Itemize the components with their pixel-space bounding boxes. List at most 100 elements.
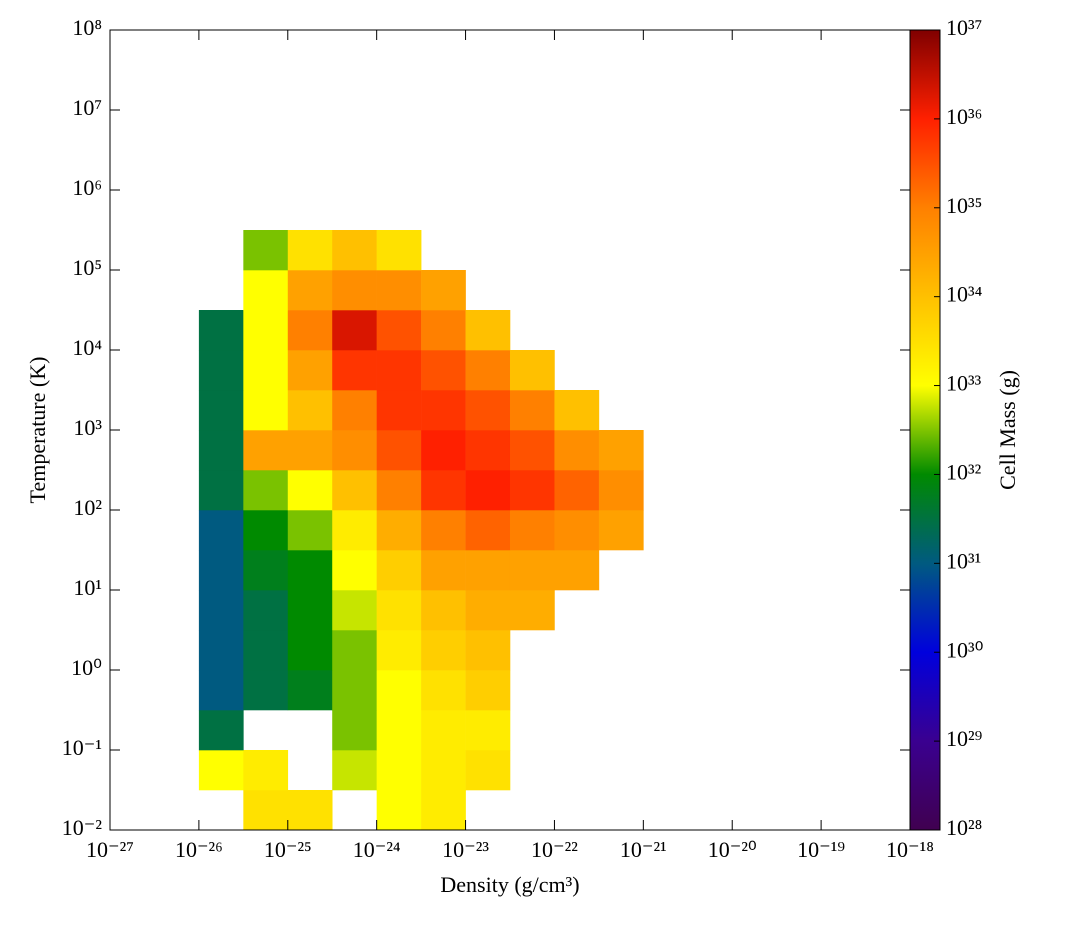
cell bbox=[198, 710, 244, 751]
cell bbox=[332, 230, 377, 271]
cell bbox=[509, 590, 555, 631]
x-tick-label: 10⁻²⁷ bbox=[86, 837, 134, 862]
cell bbox=[421, 390, 466, 431]
cell bbox=[243, 390, 289, 431]
cell bbox=[421, 790, 466, 831]
cell bbox=[332, 630, 377, 671]
cell bbox=[598, 470, 644, 511]
colorbar bbox=[910, 30, 940, 830]
y-tick-label: 10⁸ bbox=[72, 15, 102, 40]
cell bbox=[243, 470, 289, 511]
cell bbox=[198, 590, 244, 631]
x-tick-label: 10⁻²⁴ bbox=[353, 837, 401, 862]
cell bbox=[287, 470, 333, 511]
cell bbox=[198, 470, 244, 511]
colorbar-tick-label: 10³⁰ bbox=[946, 637, 984, 662]
cell bbox=[376, 670, 422, 711]
x-tick-label: 10⁻²⁰ bbox=[708, 837, 757, 862]
cell bbox=[198, 670, 244, 711]
cell bbox=[332, 510, 377, 551]
cell bbox=[421, 630, 466, 671]
cell bbox=[198, 750, 244, 791]
cell bbox=[198, 430, 244, 471]
cell bbox=[376, 510, 422, 551]
cell bbox=[554, 390, 600, 431]
cell bbox=[243, 510, 289, 551]
cell bbox=[287, 390, 333, 431]
cell bbox=[421, 310, 466, 351]
cell bbox=[465, 590, 511, 631]
cell bbox=[421, 510, 466, 551]
cell bbox=[198, 510, 244, 551]
colorbar-tick-label: 10³⁴ bbox=[946, 282, 983, 307]
cell bbox=[598, 510, 644, 551]
cell bbox=[376, 550, 422, 591]
cell bbox=[421, 550, 466, 591]
y-tick-label: 10⁴ bbox=[72, 335, 102, 360]
cell bbox=[287, 590, 333, 631]
cell bbox=[287, 510, 333, 551]
x-tick-label: 10⁻²³ bbox=[442, 837, 489, 862]
cell bbox=[421, 710, 466, 751]
colorbar-tick-label: 10³⁶ bbox=[946, 104, 982, 129]
y-tick-label: 10¹ bbox=[73, 575, 102, 600]
cell bbox=[287, 350, 333, 391]
colorbar-tick-label: 10²⁹ bbox=[946, 726, 983, 751]
colorbar-label: Cell Mass (g) bbox=[995, 370, 1020, 490]
cell bbox=[554, 550, 600, 591]
cell bbox=[421, 590, 466, 631]
colorbar-tick-label: 10³³ bbox=[946, 371, 982, 396]
cell bbox=[243, 310, 289, 351]
x-axis-label: Density (g/cm³) bbox=[440, 872, 579, 897]
cell bbox=[287, 230, 333, 271]
x-tick-label: 10⁻²¹ bbox=[620, 837, 667, 862]
cell bbox=[421, 270, 466, 311]
cell bbox=[287, 670, 333, 711]
cell bbox=[332, 590, 377, 631]
x-tick-label: 10⁻²² bbox=[531, 837, 578, 862]
cell bbox=[421, 470, 466, 511]
y-tick-label: 10⁻¹ bbox=[62, 735, 102, 760]
cell bbox=[198, 630, 244, 671]
cell bbox=[376, 470, 422, 511]
colorbar-tick-label: 10³¹ bbox=[946, 548, 981, 573]
cell bbox=[287, 550, 333, 591]
cell bbox=[376, 750, 422, 791]
cell bbox=[465, 670, 511, 711]
colorbar-tick-label: 10²⁸ bbox=[946, 815, 982, 840]
cell bbox=[287, 630, 333, 671]
cell bbox=[376, 590, 422, 631]
y-tick-label: 10⁻² bbox=[62, 815, 103, 840]
colorbar-tick-label: 10³² bbox=[946, 459, 982, 484]
cell bbox=[509, 510, 555, 551]
cell bbox=[376, 430, 422, 471]
cell bbox=[332, 270, 377, 311]
cell bbox=[287, 310, 333, 351]
heatmap bbox=[198, 230, 644, 831]
cell bbox=[243, 590, 289, 631]
cell bbox=[287, 790, 333, 831]
cell bbox=[243, 550, 289, 591]
cell bbox=[332, 310, 377, 351]
cell bbox=[376, 630, 422, 671]
cell bbox=[287, 430, 333, 471]
x-tick-label: 10⁻²⁵ bbox=[264, 837, 312, 862]
cell bbox=[509, 430, 555, 471]
cell bbox=[198, 550, 244, 591]
cell bbox=[421, 430, 466, 471]
cell bbox=[554, 470, 600, 511]
cell bbox=[465, 550, 511, 591]
cell bbox=[243, 430, 289, 471]
cell bbox=[243, 670, 289, 711]
colorbar-tick-label: 10³⁷ bbox=[946, 15, 982, 40]
cell bbox=[243, 750, 289, 791]
cell bbox=[332, 390, 377, 431]
y-tick-label: 10³ bbox=[73, 415, 102, 440]
cell bbox=[376, 310, 422, 351]
cell bbox=[509, 550, 555, 591]
y-tick-label: 10² bbox=[73, 495, 102, 520]
cell bbox=[332, 670, 377, 711]
cell bbox=[465, 750, 511, 791]
cell bbox=[198, 350, 244, 391]
